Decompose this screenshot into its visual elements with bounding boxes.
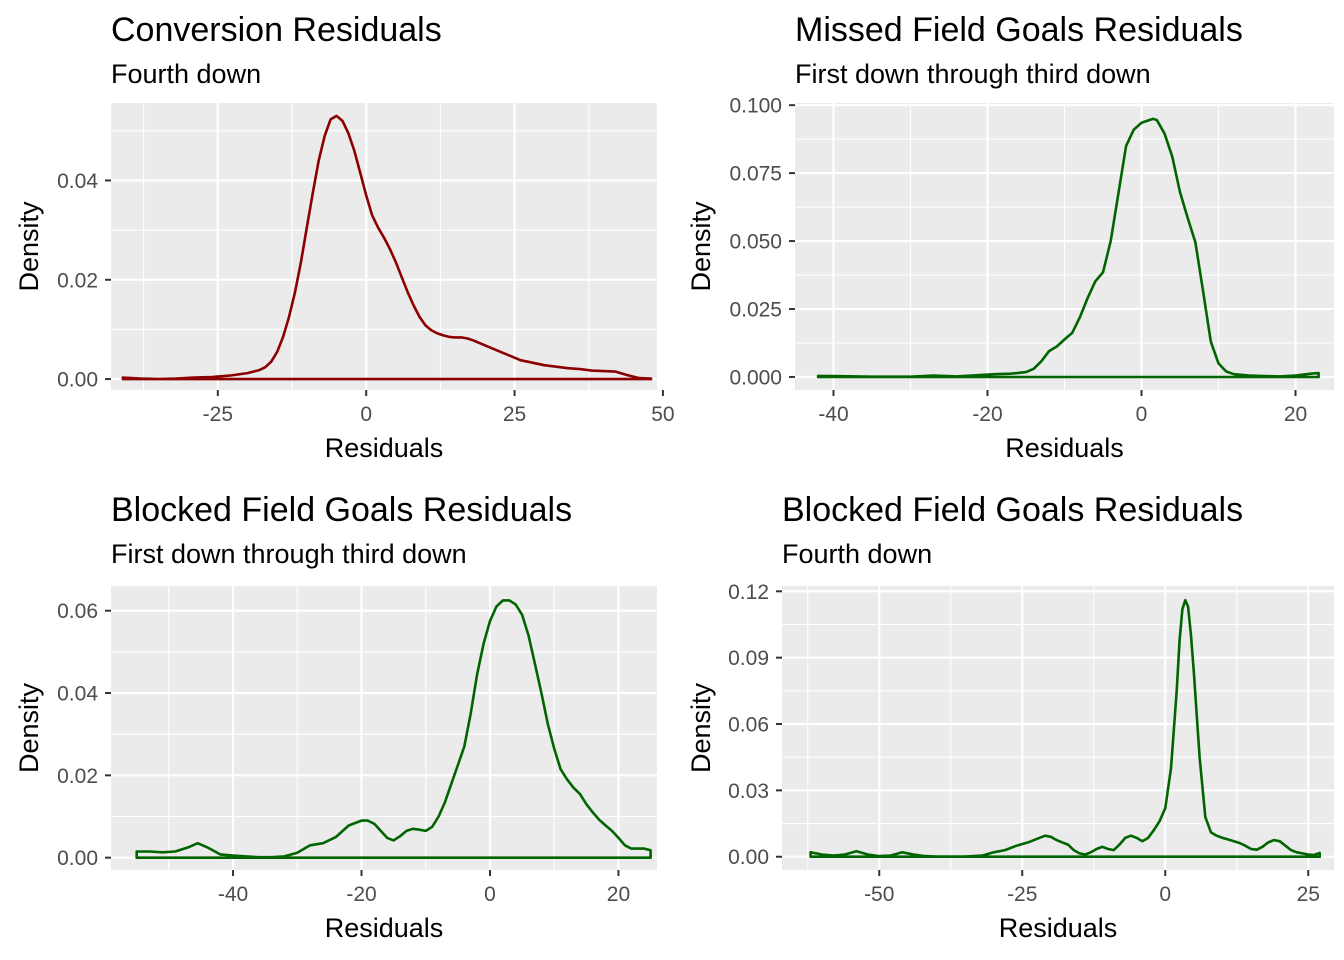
x-tick-label: 20 xyxy=(607,883,630,906)
chart-title: Blocked Field Goals Residuals xyxy=(782,491,1243,529)
y-axis-title: Density xyxy=(14,682,44,773)
x-tick-label: 50 xyxy=(651,403,674,426)
y-tick-label: 0.12 xyxy=(728,581,769,604)
y-axis-title: Density xyxy=(14,201,44,292)
x-tick-label: -25 xyxy=(1007,883,1037,906)
x-tick-label: 0 xyxy=(360,403,372,426)
x-tick-label: -50 xyxy=(864,883,894,906)
y-tick-label: 0.06 xyxy=(728,714,769,737)
x-tick-label: -40 xyxy=(218,883,248,906)
chart-subtitle: First down through third down xyxy=(795,59,1151,89)
y-tick-label: 0.050 xyxy=(729,231,782,254)
x-tick-label: 20 xyxy=(1284,403,1307,426)
y-tick-label: 0.00 xyxy=(728,846,769,869)
x-tick-label: -40 xyxy=(818,403,848,426)
x-tick-label: -20 xyxy=(346,883,376,906)
y-tick-label: 0.100 xyxy=(729,95,782,118)
density-curve xyxy=(121,114,653,381)
panel-3: -40 -20 0 20 0.00 0.02 0.04 0.06 Blocked Field G… xyxy=(14,491,657,943)
y-tick-label: 0.075 xyxy=(729,163,782,186)
x-tick-label: 0 xyxy=(1136,403,1148,426)
panel-background xyxy=(111,103,657,390)
y-tick-label: 0.02 xyxy=(57,765,98,788)
x-axis-title: Residuals xyxy=(1005,433,1124,463)
panel-2: -40 -20 0 20 0.000 0.025 0.050 0.075 0.100 Missed… xyxy=(686,11,1334,463)
y-tick-label: 0.04 xyxy=(57,683,98,706)
density-curve xyxy=(135,599,652,859)
y-axis-title: Density xyxy=(686,682,716,773)
chart-subtitle: First down through third down xyxy=(111,539,467,569)
x-tick-label: -20 xyxy=(972,403,1002,426)
chart-subtitle: Fourth down xyxy=(782,539,932,569)
chart-title: Blocked Field Goals Residuals xyxy=(111,491,572,529)
x-tick-label: 0 xyxy=(484,883,496,906)
x-axis-title: Residuals xyxy=(999,913,1118,943)
panel-1: -25 0 25 50 0.00 0.02 0.04 Conversion Residuals… xyxy=(14,11,675,463)
x-tick-label: 0 xyxy=(1159,883,1171,906)
y-tick-label: 0.02 xyxy=(57,269,98,292)
density-curve xyxy=(809,598,1321,858)
chart-subtitle: Fourth down xyxy=(111,59,261,89)
y-tick-label: 0.06 xyxy=(57,600,98,623)
y-tick-label: 0.04 xyxy=(57,170,98,193)
x-tick-label: 25 xyxy=(1297,883,1320,906)
panel-4: -50 -25 0 25 0.00 0.03 0.06 0.09 0.12 Blocked Fie… xyxy=(686,491,1334,943)
y-tick-label: 0.03 xyxy=(728,780,769,803)
panel-background xyxy=(111,586,657,870)
x-tick-label: -25 xyxy=(203,403,233,426)
chart-title: Conversion Residuals xyxy=(111,11,442,49)
y-tick-label: 0.00 xyxy=(57,369,98,392)
panel-background xyxy=(782,586,1334,870)
x-axis-title: Residuals xyxy=(325,433,444,463)
y-tick-label: 0.000 xyxy=(729,366,782,389)
y-tick-label: 0.025 xyxy=(729,299,782,322)
density-curve xyxy=(816,117,1320,379)
chart-title: Missed Field Goals Residuals xyxy=(795,11,1243,49)
y-axis-title: Density xyxy=(686,201,716,292)
x-tick-label: 25 xyxy=(503,403,526,426)
y-tick-label: 0.09 xyxy=(728,647,769,670)
y-tick-label: 0.00 xyxy=(57,847,98,870)
x-axis-title: Residuals xyxy=(325,913,444,943)
